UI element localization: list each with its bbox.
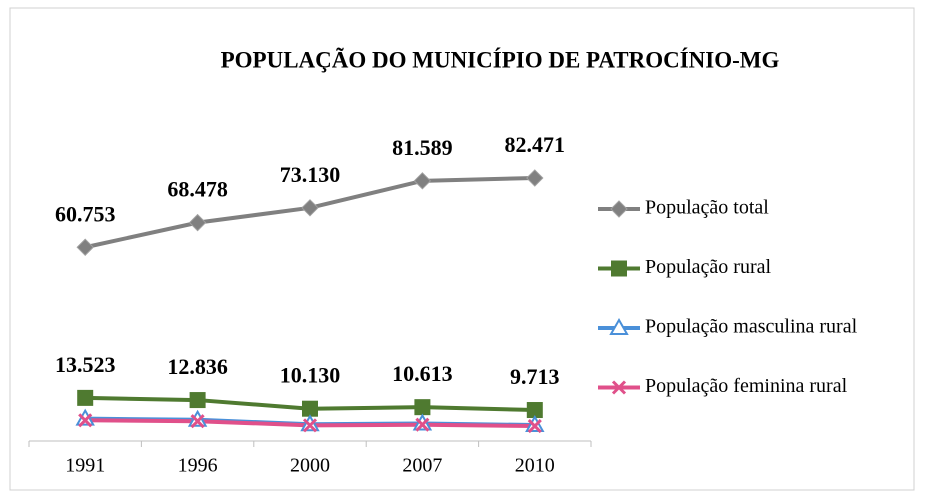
- data-label: 12.836: [167, 354, 228, 379]
- data-label: 81.589: [392, 135, 453, 160]
- x-tick-label: 2007: [402, 455, 442, 477]
- point-marker: [77, 389, 94, 406]
- point-marker: [414, 399, 431, 416]
- point-marker: [188, 213, 207, 232]
- point-marker: [302, 418, 318, 433]
- point-marker: [413, 172, 432, 190]
- point-marker: [301, 199, 319, 217]
- point-marker: [78, 413, 93, 428]
- data-label: 10.613: [392, 361, 453, 386]
- legend-marker: [611, 380, 627, 395]
- data-label: 68.478: [167, 177, 228, 202]
- data-label: 60.753: [55, 201, 116, 226]
- point-marker: [526, 169, 544, 187]
- point-marker: [526, 402, 543, 419]
- legend-label: População total: [645, 197, 769, 219]
- x-tick-label: 2010: [515, 455, 555, 477]
- legend-marker: [610, 200, 628, 218]
- chart-title: POPULAÇÃO DO MUNICÍPIO DE PATROCÍNIO-MG: [221, 47, 780, 72]
- legend-marker: [611, 260, 627, 277]
- point-marker: [190, 414, 205, 429]
- point-marker: [189, 392, 206, 409]
- legend-label: População masculina rural: [645, 316, 858, 338]
- point-marker: [415, 417, 430, 432]
- data-label: 73.130: [280, 162, 341, 187]
- data-label: 82.471: [505, 132, 566, 157]
- x-tick-label: 2000: [290, 455, 330, 477]
- data-label: 9.713: [510, 364, 560, 389]
- point-marker: [302, 400, 318, 417]
- legend-label: População rural: [645, 256, 772, 278]
- legend-marker: [609, 317, 629, 335]
- point-marker: [527, 418, 542, 434]
- legend-label: População feminina rural: [645, 375, 848, 397]
- data-label: 13.523: [55, 352, 116, 377]
- x-tick-label: 1991: [65, 455, 105, 477]
- point-marker: [76, 238, 94, 256]
- x-tick-label: 1996: [178, 455, 218, 477]
- data-label: 10.130: [280, 363, 341, 388]
